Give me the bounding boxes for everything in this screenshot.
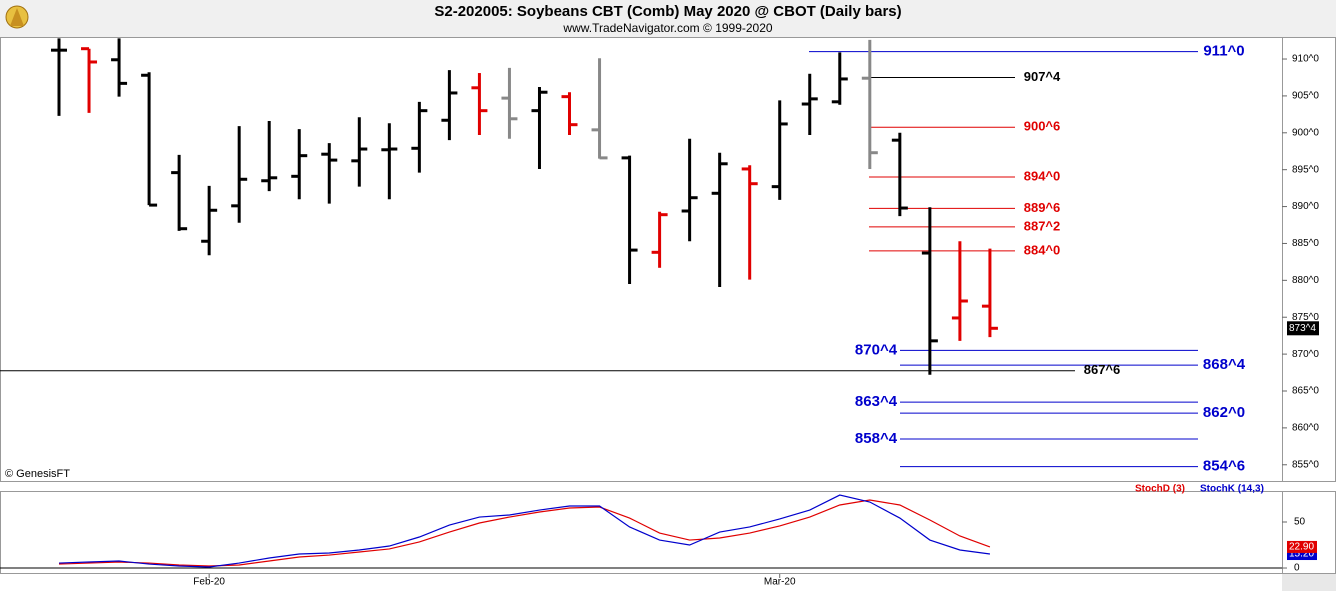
- level-label: 894^0: [1024, 168, 1061, 183]
- y-tick-label: 870^0: [1292, 349, 1319, 360]
- y-tick-label: 875^0: [1292, 312, 1319, 323]
- header: [0, 0, 1336, 37]
- last-value-box: [1287, 540, 1317, 553]
- level-label: 911^0: [1203, 43, 1244, 60]
- y-tick-label: 910^0: [1292, 54, 1319, 65]
- y-tick-label: 905^0: [1292, 91, 1319, 102]
- subtitle: www.TradeNavigator.com © 1999-2020: [562, 21, 772, 35]
- x-tick-label: Feb-20: [193, 577, 225, 588]
- last-price-label: 873^4: [1289, 323, 1316, 334]
- logo: [5, 5, 29, 29]
- level-label: 854^6: [1203, 458, 1245, 475]
- chart-title: S2-202005: Soybeans CBT (Comb) May 2020 …: [434, 3, 901, 20]
- y-tick-label: 895^0: [1292, 164, 1319, 175]
- y-tick-label: 865^0: [1292, 386, 1319, 397]
- stoch-axis: [1282, 491, 1336, 574]
- level-label: 863^4: [855, 393, 898, 410]
- level-label: 862^0: [1203, 404, 1245, 421]
- level-label: 900^6: [1024, 119, 1061, 134]
- y-tick-label: 0: [1294, 563, 1300, 574]
- y-tick-label: 885^0: [1292, 238, 1319, 249]
- last-value-label: 15.20: [1289, 549, 1314, 560]
- legend-entry: StochK (14,3): [1200, 484, 1264, 495]
- credit: © GenesisFT: [5, 468, 70, 480]
- level-label: 887^2: [1024, 218, 1061, 233]
- y-tick-label: 890^0: [1292, 201, 1319, 212]
- level-label: 858^4: [855, 430, 898, 447]
- y-tick-label: 900^0: [1292, 127, 1319, 138]
- legend-entry: StochD (3): [1135, 484, 1185, 495]
- level-label: 867^6: [1084, 362, 1121, 377]
- price-axis: [1282, 37, 1336, 482]
- y-tick-label: 855^0: [1292, 459, 1319, 470]
- y-tick-label: 880^0: [1292, 275, 1319, 286]
- last-value-label: 22.90: [1289, 542, 1314, 553]
- last-price-box: [1287, 321, 1319, 336]
- stoch-line: [58, 494, 991, 568]
- y-tick-label: 50: [1294, 517, 1306, 528]
- y-tick-label: 860^0: [1292, 423, 1319, 434]
- level-label: 870^4: [855, 341, 898, 358]
- level-label: 868^4: [1203, 356, 1246, 373]
- level-label: 884^0: [1024, 242, 1061, 257]
- x-tick-label: Mar-20: [764, 577, 796, 588]
- level-label: 889^6: [1024, 200, 1061, 215]
- level-label: 907^4: [1024, 69, 1061, 84]
- scroll-corner: [1282, 574, 1336, 591]
